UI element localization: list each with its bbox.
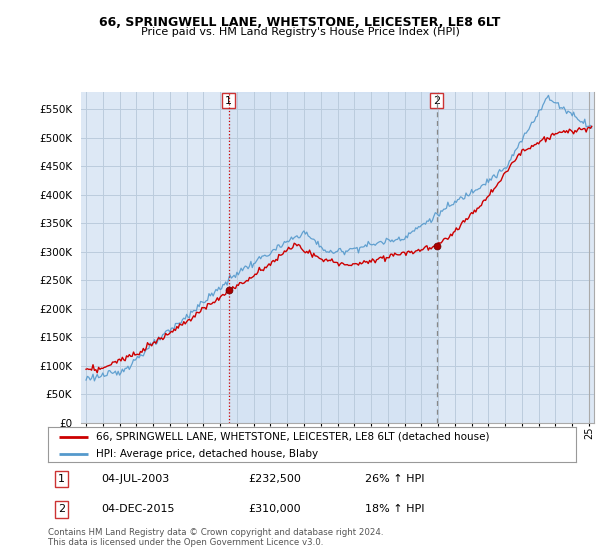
Text: 04-JUL-2003: 04-JUL-2003 <box>101 474 169 484</box>
Text: 66, SPRINGWELL LANE, WHETSTONE, LEICESTER, LE8 6LT: 66, SPRINGWELL LANE, WHETSTONE, LEICESTE… <box>100 16 500 29</box>
Text: Contains HM Land Registry data © Crown copyright and database right 2024.
This d: Contains HM Land Registry data © Crown c… <box>48 528 383 547</box>
Text: Price paid vs. HM Land Registry's House Price Index (HPI): Price paid vs. HM Land Registry's House … <box>140 27 460 37</box>
Text: 2: 2 <box>433 96 440 106</box>
Bar <box>229 92 437 423</box>
Text: 26% ↑ HPI: 26% ↑ HPI <box>365 474 424 484</box>
Text: 2: 2 <box>58 505 65 515</box>
Text: 1: 1 <box>58 474 65 484</box>
Text: £310,000: £310,000 <box>248 505 301 515</box>
Text: 04-DEC-2015: 04-DEC-2015 <box>101 505 175 515</box>
Text: 66, SPRINGWELL LANE, WHETSTONE, LEICESTER, LE8 6LT (detached house): 66, SPRINGWELL LANE, WHETSTONE, LEICESTE… <box>95 432 489 442</box>
Text: 18% ↑ HPI: 18% ↑ HPI <box>365 505 424 515</box>
Text: HPI: Average price, detached house, Blaby: HPI: Average price, detached house, Blab… <box>95 449 317 459</box>
Text: £232,500: £232,500 <box>248 474 302 484</box>
Text: 1: 1 <box>225 96 232 106</box>
